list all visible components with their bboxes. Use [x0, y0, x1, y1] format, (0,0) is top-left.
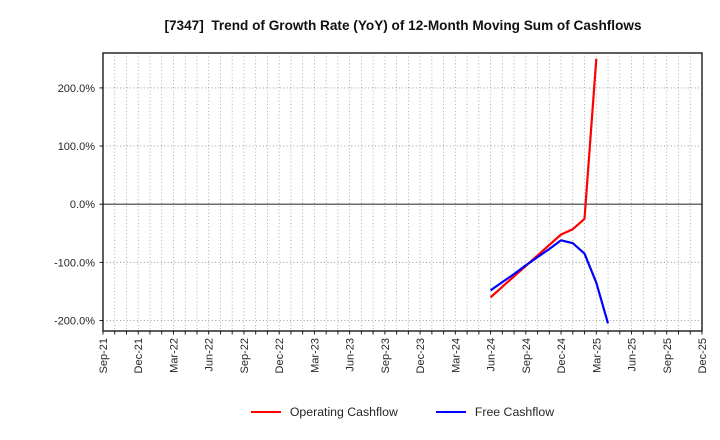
x-tick-label: Jun-22 — [204, 338, 216, 372]
y-tick-label: -100.0% — [54, 257, 95, 269]
x-tick-label: Jun-25 — [627, 338, 639, 372]
x-tick-label: Dec-22 — [274, 338, 286, 373]
x-tick-label: Sep-21 — [98, 338, 110, 373]
legend-item-operating-cashflow: Operating Cashflow — [250, 405, 398, 419]
x-tick-label: Sep-25 — [662, 338, 674, 373]
series-line-free-cashflow — [489, 239, 610, 324]
x-tick-label: Dec-23 — [415, 338, 427, 373]
legend-label: Free Cashflow — [474, 405, 555, 419]
x-tick-label: Sep-24 — [521, 338, 533, 373]
x-tick-label: Sep-23 — [380, 338, 392, 373]
plot-frame — [102, 52, 703, 332]
x-tick-label: Mar-22 — [168, 338, 180, 373]
free-cashflow-line-swatch-icon — [435, 410, 466, 414]
x-tick-label: Dec-25 — [697, 338, 709, 373]
series-line-operating-cashflow — [489, 58, 598, 299]
y-tick-label: 200.0% — [58, 83, 96, 95]
y-tick-label: 0.0% — [70, 199, 95, 211]
legend-item-free-cashflow: Free Cashflow — [435, 405, 555, 419]
operating-cashflow-line-swatch-icon — [250, 410, 281, 414]
y-tick-label: 100.0% — [58, 141, 96, 153]
chart-title: [7347] Trend of Growth Rate (YoY) of 12-… — [164, 18, 642, 33]
y-tick-label: -200.0% — [54, 315, 95, 327]
x-tick-label: Mar-25 — [591, 338, 603, 373]
x-tick-label: Mar-24 — [450, 338, 462, 373]
legend-label: Operating Cashflow — [289, 405, 398, 419]
x-tick-label: Sep-22 — [239, 338, 251, 373]
chart-legend: Operating Cashflow Free Cashflow — [103, 405, 702, 419]
x-tick-label: Dec-24 — [556, 338, 568, 373]
x-tick-label: Jun-23 — [345, 338, 357, 372]
x-tick-label: Jun-24 — [486, 338, 498, 372]
x-tick-label: Dec-21 — [133, 338, 145, 373]
x-tick-label: Mar-23 — [309, 338, 321, 373]
